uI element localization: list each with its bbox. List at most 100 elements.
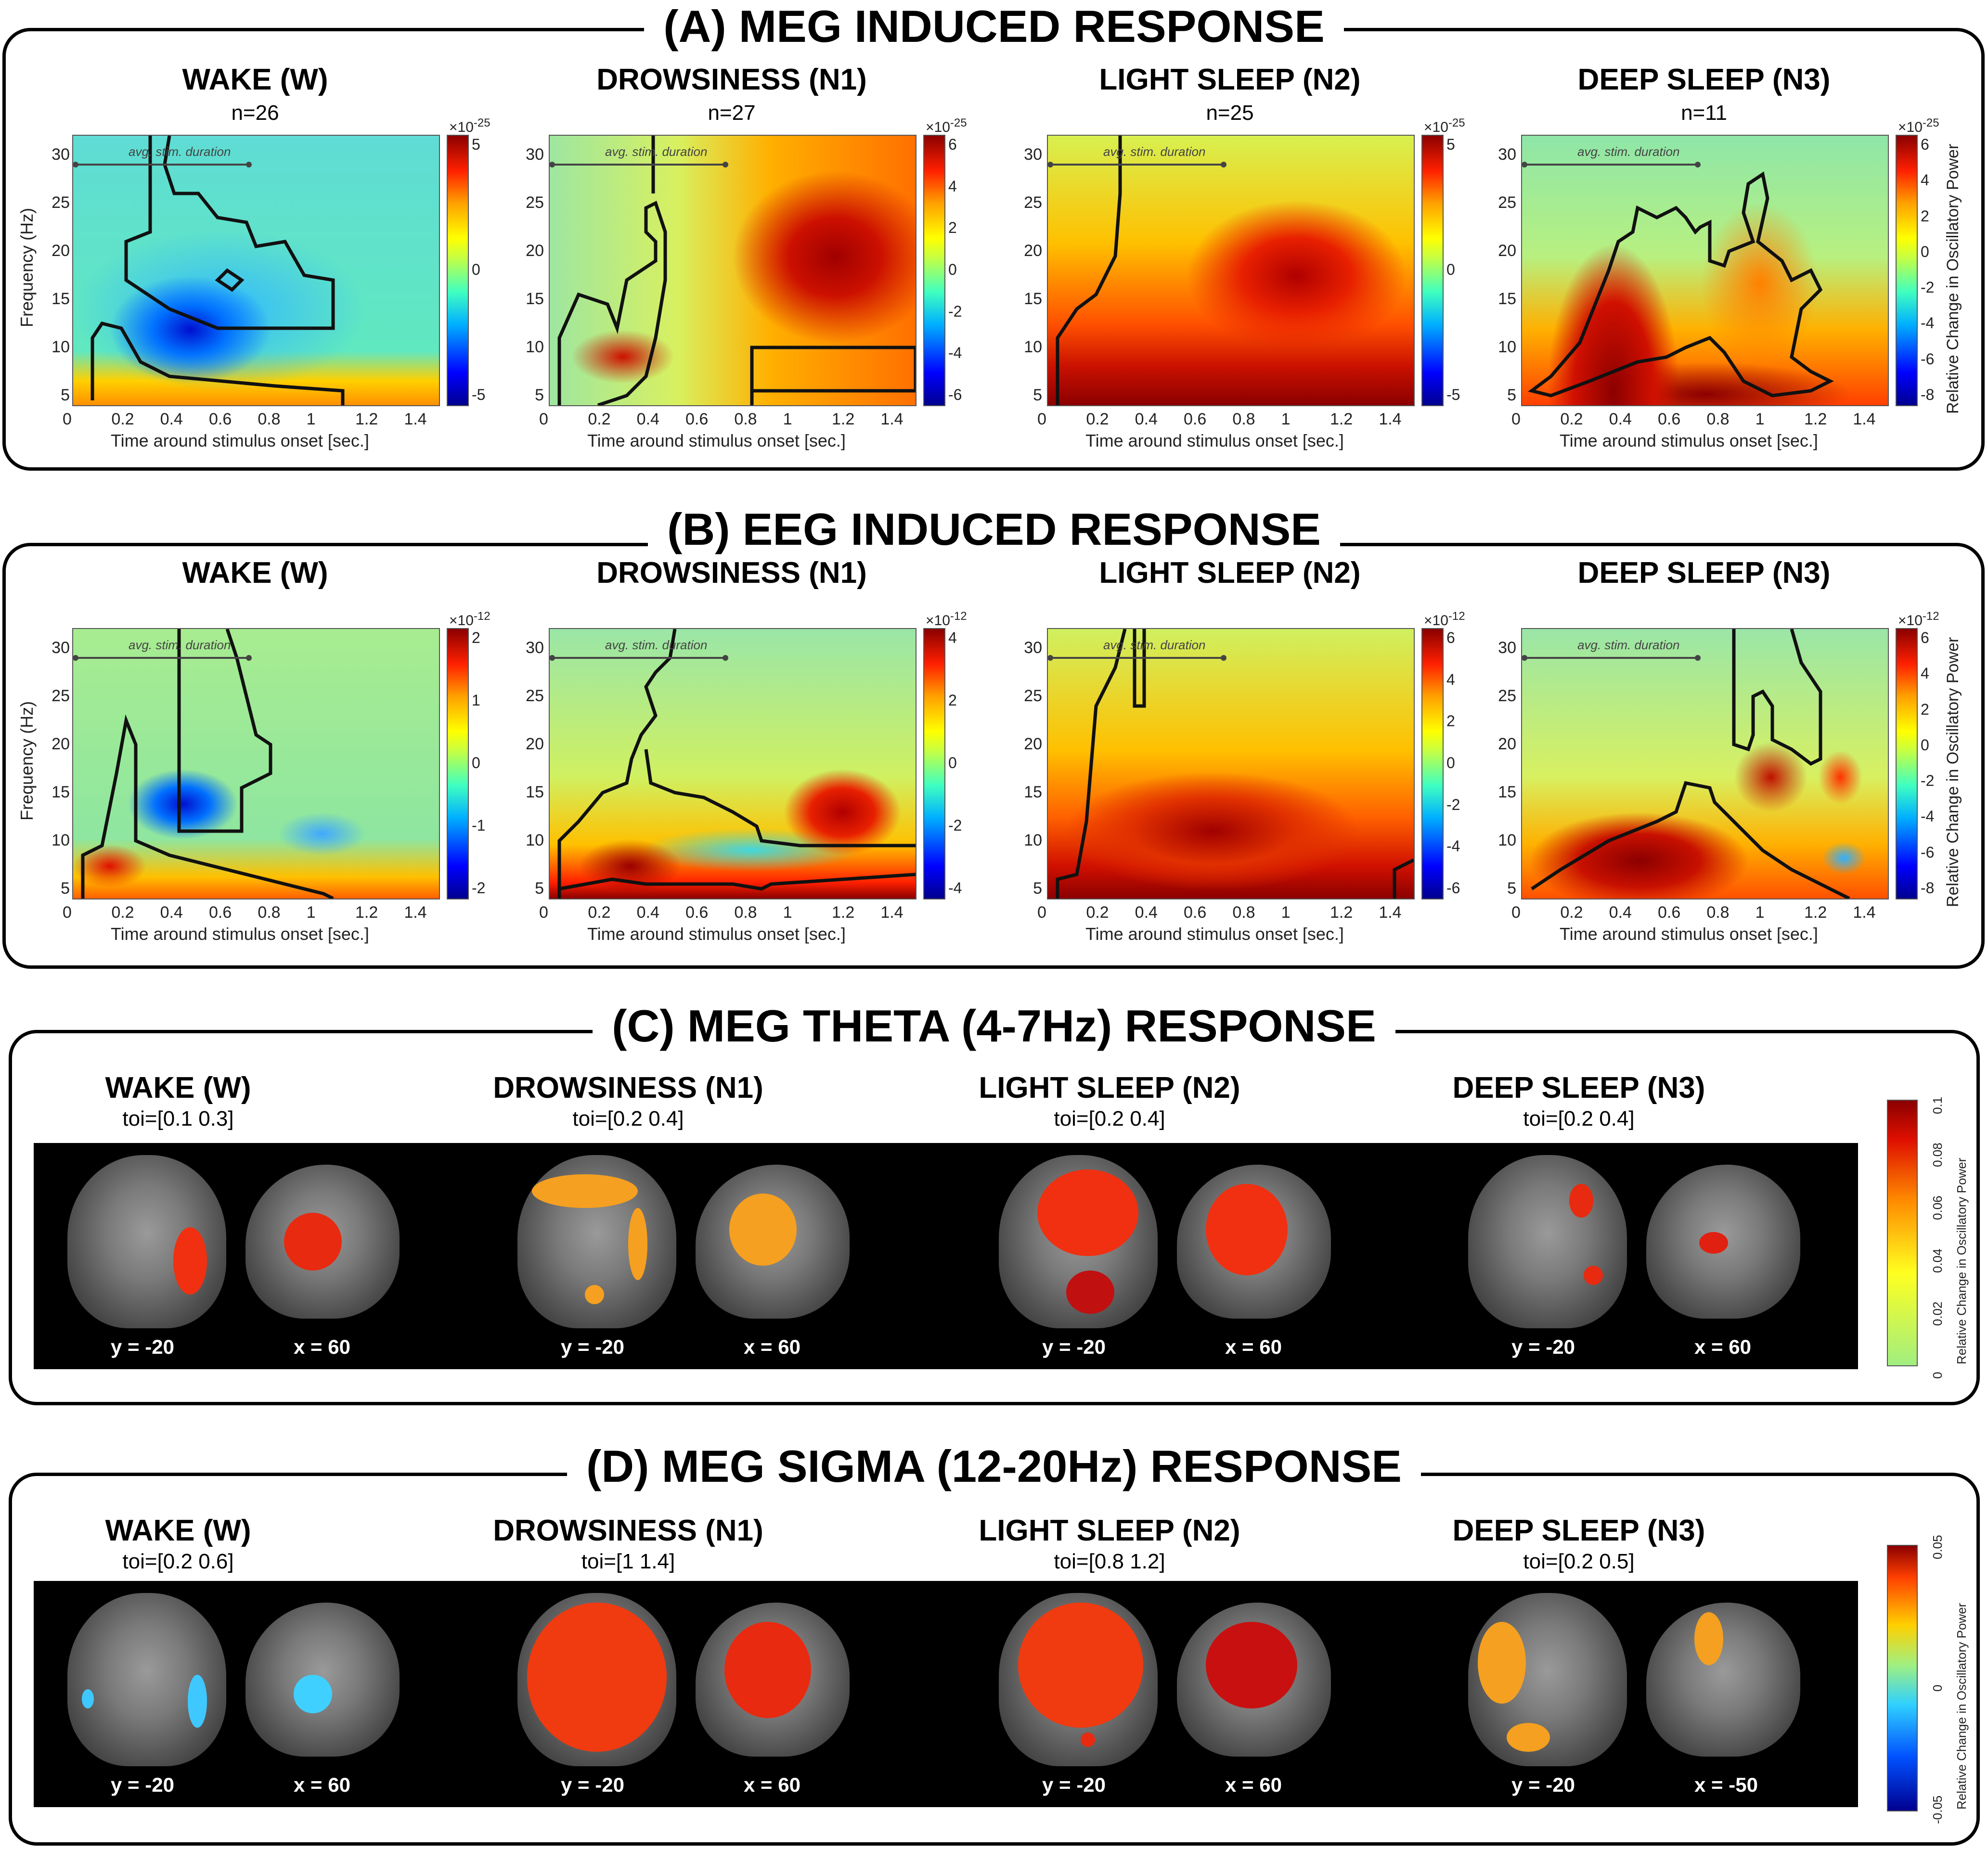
eeg-ytick: 15	[1024, 783, 1042, 801]
meg-xtick: 0.2	[1086, 410, 1109, 428]
theta-sagittal-coordinate: x = 60	[744, 1335, 800, 1358]
sigma-colorbar-tick: 0	[1930, 1684, 1945, 1692]
meg-xtick: 0	[539, 410, 548, 428]
meg-ytick: 15	[526, 290, 544, 308]
eeg-xtick: 1.4	[404, 903, 427, 922]
eeg-xtick: 0	[1511, 903, 1521, 922]
theta-activation-blob	[1206, 1184, 1288, 1275]
theta-toi: toi=[0.2 0.4]	[572, 1107, 684, 1130]
sigma-activation-blob	[1478, 1622, 1526, 1704]
meg-xtick: 0.8	[1706, 410, 1730, 428]
stim-duration-endpoint	[246, 655, 252, 661]
stim-duration-endpoint	[723, 162, 728, 167]
meg-xtick: 1.4	[1379, 410, 1402, 428]
eeg-colorbar-tick: 6	[1921, 629, 1929, 646]
sigma-toi: toi=[0.2 0.5]	[1523, 1550, 1635, 1573]
meg-colorbar-tick: 4	[948, 177, 957, 195]
meg-colorbar-tick: -2	[1921, 279, 1935, 296]
eeg-colorbar-tick: 4	[948, 629, 957, 646]
eeg-ytick: 20	[52, 735, 70, 753]
eeg-xtick: 0.6	[209, 903, 232, 922]
meg-ytick: 10	[1024, 338, 1042, 356]
stim-duration-endpoint	[550, 655, 555, 661]
eeg-xtick: 1.2	[832, 903, 855, 922]
eeg-ylabel: Frequency (Hz)	[17, 701, 37, 821]
meg-xtick: 1	[1281, 410, 1291, 428]
eeg-xtick: 0.2	[111, 903, 134, 922]
meg-colorbar-exponent: ×10-25	[449, 116, 491, 136]
meg-panel-0: WAKE (W) n=26 avg. stim. duration 30 25 20 15 1…	[17, 63, 501, 450]
colorbar-exponent-base: ×10	[1424, 613, 1448, 629]
meg-colorbar-tick: -2	[948, 302, 962, 320]
sigma-state-title: WAKE (W)	[105, 1514, 251, 1547]
theta-sagittal-coordinate: x = 60	[1225, 1335, 1282, 1358]
stim-duration-endpoint	[723, 655, 728, 661]
colorbar-exponent-base: ×10	[926, 613, 950, 629]
meg-ytick: 20	[526, 242, 544, 260]
significance-contour	[1732, 629, 1822, 766]
eeg-colorbar-tick: 4	[1921, 665, 1929, 682]
theta-activation-blob	[729, 1194, 797, 1266]
stim-duration-endpoint	[1048, 162, 1053, 167]
meg-colorbar-label: Relative Change in Oscillatory Power	[1944, 143, 1962, 414]
meg-xtick: 1.2	[355, 410, 378, 428]
sigma-activation-blob	[1081, 1733, 1095, 1747]
eeg-xlabel: Time around stimulus onset [sec.]	[1085, 924, 1344, 944]
meg-xtick: 0.6	[209, 410, 232, 428]
sigma-sagittal-slice	[1177, 1603, 1331, 1757]
meg-colorbar-tick: 0	[948, 261, 957, 278]
meg-xlabel: Time around stimulus onset [sec.]	[111, 431, 369, 450]
eeg-colorbar-exponent: ×10-12	[1424, 610, 1465, 629]
meg-xtick: 1	[306, 410, 316, 428]
theta-coronal-slice	[1468, 1155, 1627, 1328]
sigma-coronal-slice	[67, 1593, 226, 1766]
meg-stim-annotation: avg. stim. duration	[129, 144, 231, 159]
theta-coronal-slice	[67, 1155, 226, 1328]
eeg-tf-plot: avg. stim. duration	[549, 628, 917, 899]
eeg-ytick: 20	[1024, 735, 1042, 753]
meg-ytick: 25	[1498, 193, 1516, 212]
significance-contour	[215, 268, 245, 292]
eeg-panel-1: DROWSINESS (N1) avg. stim. duration 30 25 20…	[496, 556, 977, 944]
meg-colorbar-tick: -5	[1446, 386, 1460, 403]
sigma-colorbar-tick: 0.05	[1930, 1535, 1945, 1559]
theta-toi: toi=[0.1 0.3]	[122, 1107, 234, 1130]
eeg-xlabel: Time around stimulus onset [sec.]	[1560, 924, 1818, 944]
eeg-colorbar	[447, 628, 469, 899]
eeg-xtick: 0.6	[1184, 903, 1207, 922]
meg-xtick: 0.4	[1135, 410, 1158, 428]
meg-significance-contours	[73, 136, 345, 405]
eeg-ytick: 10	[1024, 831, 1042, 849]
meg-ytick: 10	[1498, 338, 1516, 356]
meg-xtick: 1.2	[832, 410, 855, 428]
meg-significance-contours	[550, 136, 916, 405]
meg-xtick: 0.2	[1560, 410, 1583, 428]
eeg-ytick: 25	[526, 687, 544, 705]
section-c-title: (C) MEG THETA (4-7Hz) RESPONSE	[0, 1000, 1988, 1053]
meg-xtick: 1.2	[1330, 410, 1353, 428]
meg-ytick: 20	[52, 242, 70, 260]
meg-ytick: 5	[535, 386, 544, 404]
sigma-activation-blob	[82, 1689, 94, 1708]
eeg-ytick: 25	[1024, 687, 1042, 705]
sigma-activation-blob	[1206, 1622, 1297, 1708]
eeg-ytick: 20	[1498, 735, 1516, 753]
significance-contour	[1056, 136, 1122, 405]
meg-tf-plot: avg. stim. duration	[72, 135, 440, 406]
colorbar-exponent-base: ×10	[1424, 119, 1448, 135]
eeg-tf-plot: avg. stim. duration	[1047, 628, 1415, 899]
meg-ytick: 5	[1507, 386, 1516, 404]
meg-tf-plot: avg. stim. duration	[549, 135, 917, 406]
eeg-colorbar	[1421, 628, 1444, 899]
meg-xlabel: Time around stimulus onset [sec.]	[587, 431, 846, 450]
theta-activation-blob	[532, 1174, 638, 1208]
significance-contour	[90, 321, 345, 405]
meg-colorbar-tick: -5	[472, 386, 486, 403]
eeg-ytick: 10	[526, 831, 544, 849]
sigma-activation-blob	[1018, 1603, 1143, 1728]
colorbar-exponent-base: ×10	[1898, 613, 1923, 629]
significance-contour	[644, 749, 916, 847]
sigma-sagittal-coordinate: x = 60	[1225, 1773, 1282, 1796]
meg-xtick: 0.2	[588, 410, 611, 428]
eeg-stim-annotation: avg. stim. duration	[605, 638, 708, 652]
